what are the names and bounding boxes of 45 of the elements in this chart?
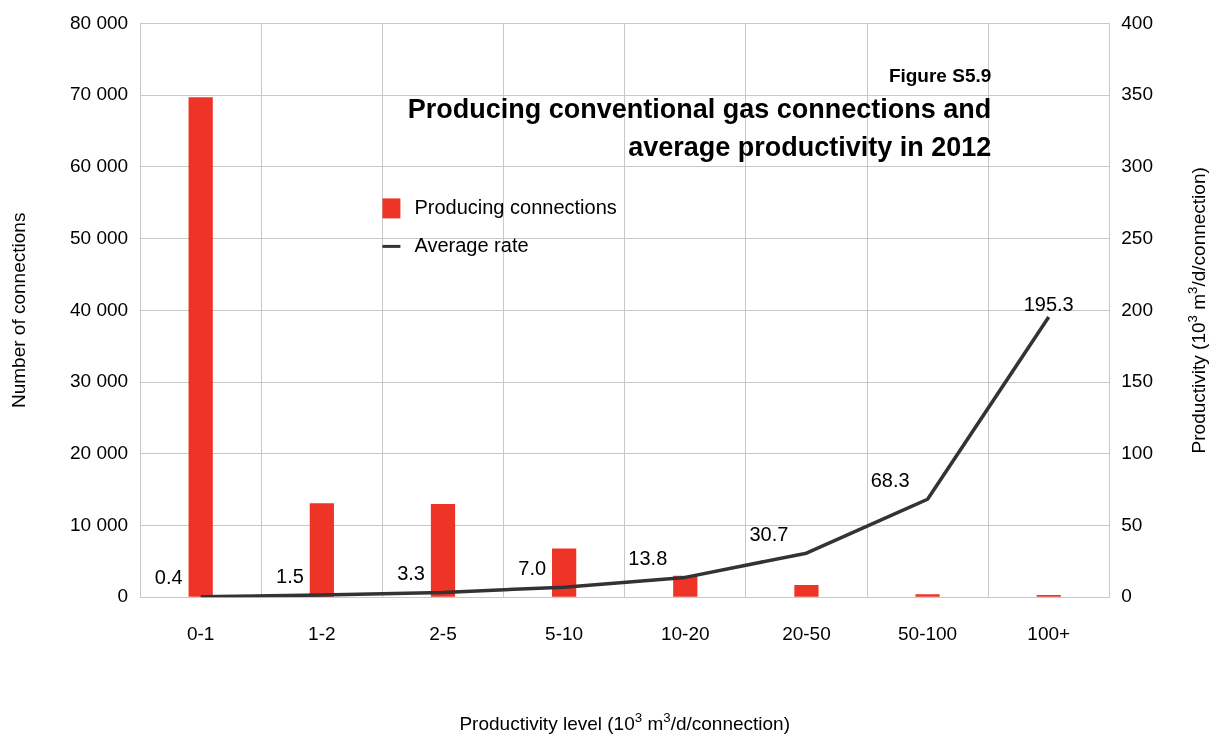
data-label: 7.0 (518, 556, 547, 579)
bar (794, 585, 819, 597)
y-tick-label: 40 000 (69, 298, 129, 320)
x-tick-label: 1-2 (308, 622, 336, 644)
x-tick-label: 10-20 (660, 622, 710, 644)
x-tick-label: 5-10 (545, 622, 584, 644)
y2-tick-label: 150 (1121, 370, 1153, 392)
y-tick-label: 60 000 (69, 155, 129, 177)
y-tick-label: 70 000 (69, 83, 129, 105)
y2-tick-label: 100 (1121, 441, 1153, 463)
text: Figure S5.9 (888, 64, 992, 86)
y-tick-label: 50 000 (69, 226, 129, 248)
y2-tick-label: 250 (1121, 226, 1153, 248)
y2-axis-title: Productivity (103 m3/d/connection) (1185, 167, 1210, 454)
y-tick-label: 20 000 (69, 441, 129, 463)
data-label: 195.3 (1023, 292, 1074, 315)
data-label: 3.3 (397, 561, 425, 584)
y2-tick-label: 50 (1121, 513, 1143, 535)
y2-tick-label: 300 (1121, 155, 1153, 177)
data-label: 68.3 (870, 468, 910, 491)
x-tick-label: 0-1 (186, 622, 215, 644)
data-label: 13.8 (628, 546, 668, 569)
bar (430, 503, 456, 597)
x-tick-label: 20-50 (782, 622, 831, 644)
y-axis-title: Number of connections (8, 212, 30, 408)
y-tick-label: 0 (117, 585, 129, 607)
x-tick-label: 50-100 (897, 622, 958, 644)
y-tick-label: 10 000 (69, 513, 129, 535)
x-tick-label: 2-5 (429, 622, 457, 644)
data-label: 1.5 (276, 564, 304, 587)
data-label: 30.7 (749, 522, 789, 545)
y2-tick-label: 0 (1121, 585, 1132, 607)
bar (915, 594, 940, 597)
y-tick-label: 80 000 (69, 11, 129, 33)
legend-label: Average rate (414, 233, 529, 256)
y-tick-label: 30 000 (69, 370, 129, 392)
x-tick-label: 100+ (1027, 622, 1071, 644)
y2-tick-label: 400 (1121, 11, 1153, 33)
y2-tick-label: 350 (1121, 83, 1153, 105)
data-label: 0.4 (154, 566, 183, 589)
bar (188, 97, 213, 597)
bar (552, 548, 577, 597)
y2-tick-label: 200 (1121, 298, 1153, 320)
text: Producing conventional gas connections and average productivity in 2012 (407, 93, 992, 162)
legend-label: Producing connections (414, 195, 617, 218)
